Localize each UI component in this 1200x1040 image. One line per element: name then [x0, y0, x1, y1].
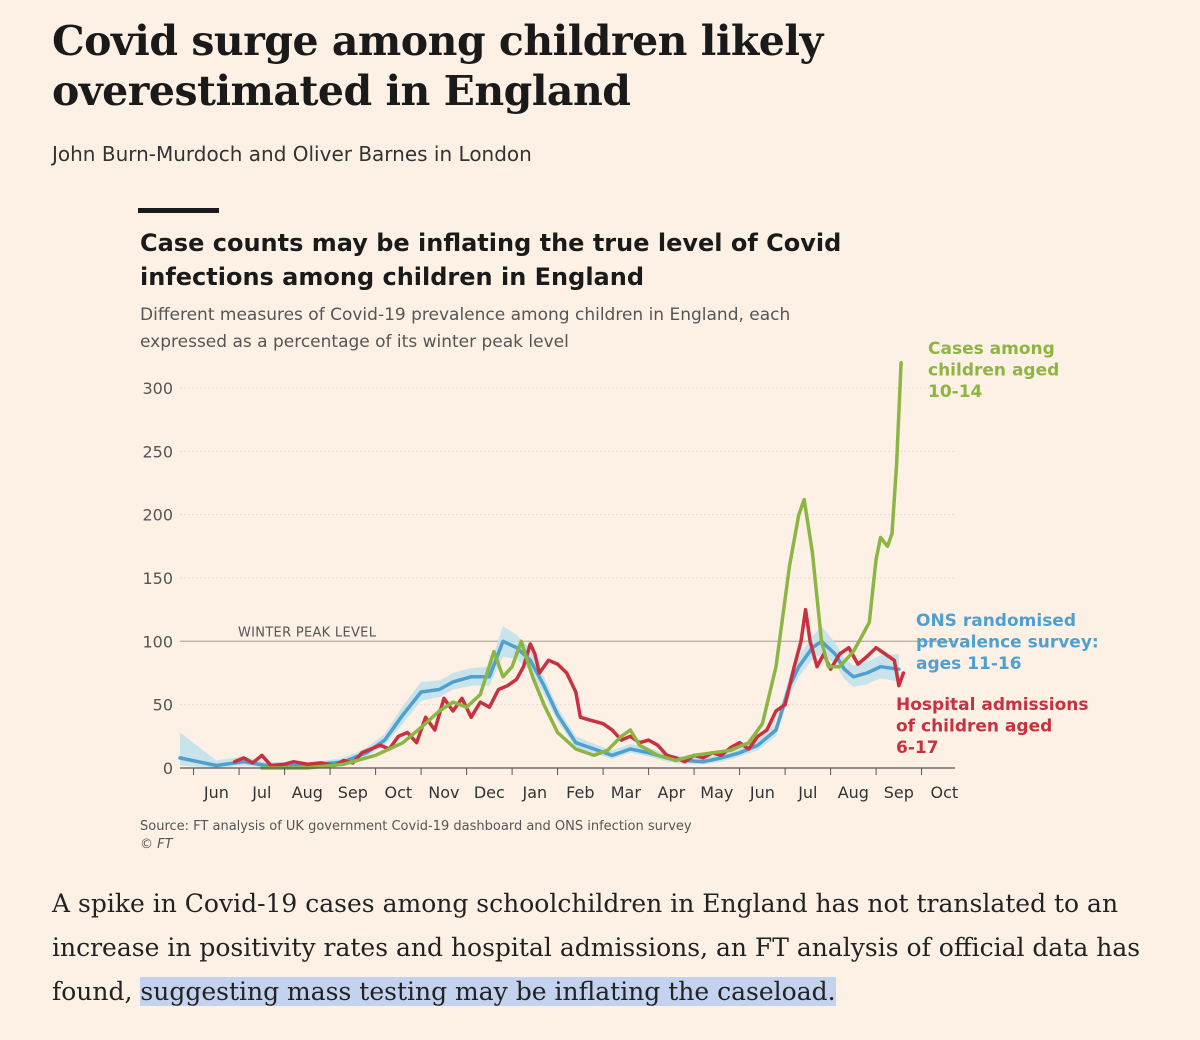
article-headline: Covid surge among children likely overes… — [52, 17, 823, 115]
hospital-series-label: 6-17 — [896, 738, 939, 758]
x-tick-label: May — [700, 783, 733, 802]
ons-series-label: prevalence survey: — [916, 633, 1099, 653]
article-body-paragraph: A spike in Covid-19 cases among schoolch… — [52, 882, 1162, 1014]
y-tick-label: 300 — [142, 379, 173, 398]
x-tick-label: Nov — [428, 783, 459, 802]
x-tick-label: Mar — [611, 783, 642, 802]
chart-title: Case counts may be inflating the true le… — [140, 229, 842, 291]
x-tick-label: Sep — [884, 783, 914, 802]
y-tick-label: 0 — [163, 759, 173, 778]
chart-copyright: © FT — [140, 837, 173, 852]
x-tick-label: Jan — [522, 783, 548, 802]
chart-source: Source: FT analysis of UK government Cov… — [140, 819, 692, 834]
cases-series-label: 10-14 — [928, 382, 983, 402]
article-body-highlight: suggesting mass testing may be inflating… — [140, 977, 836, 1006]
ons-series-label: ages 11-16 — [916, 654, 1022, 674]
ons-uncertainty-band — [179, 626, 899, 768]
y-tick-label: 250 — [142, 442, 173, 461]
article-byline: John Burn-Murdoch and Oliver Barnes in L… — [52, 142, 532, 166]
chart-subtitle: Different measures of Covid-19 prevalenc… — [140, 305, 791, 352]
chart-axes: 0 50 100 150 200 250 300 WINTER PEAK LEVEL Jun Ju… — [142, 379, 958, 802]
x-tick-label: Jun — [203, 783, 229, 802]
winter-peak-label: WINTER PEAK LEVEL — [238, 625, 377, 640]
chart-series-lines — [178, 360, 906, 770]
cases-line — [260, 360, 903, 770]
x-tick-label: Jul — [797, 783, 817, 802]
y-tick-label: 200 — [142, 506, 173, 525]
chart-gridlines — [180, 387, 955, 769]
chart: 0 50 100 150 200 250 300 WINTER PEAK LEVEL Jun Ju… — [138, 208, 1099, 802]
x-tick-label: Aug — [838, 783, 869, 802]
ons-band-area — [179, 626, 899, 768]
x-tick-label: Oct — [931, 783, 959, 802]
x-tick-label: Jun — [749, 783, 775, 802]
cases-series-label: children aged — [928, 361, 1059, 381]
x-tick-label: Jul — [251, 783, 271, 802]
x-tick-label: Dec — [474, 783, 505, 802]
x-tick-label: Aug — [292, 783, 323, 802]
y-tick-label: 150 — [142, 569, 173, 588]
chart-top-rule — [138, 208, 219, 213]
hospital-line — [232, 607, 906, 768]
x-tick-label: Apr — [658, 783, 686, 802]
cases-series-label: Cases among — [928, 339, 1055, 359]
ons-line — [178, 639, 901, 768]
y-tick-label: 100 — [142, 632, 173, 651]
x-tick-label: Feb — [566, 783, 594, 802]
ons-series-label: ONS randomised — [916, 611, 1076, 631]
article-body-text: A spike in Covid-19 cases among schoolch… — [52, 889, 1141, 1006]
x-tick-label: Sep — [338, 783, 368, 802]
x-tick-label: Oct — [385, 783, 413, 802]
hospital-series-label: Hospital admissions — [896, 695, 1089, 715]
y-tick-label: 50 — [153, 696, 173, 715]
hospital-series-label: of children aged — [896, 717, 1052, 737]
